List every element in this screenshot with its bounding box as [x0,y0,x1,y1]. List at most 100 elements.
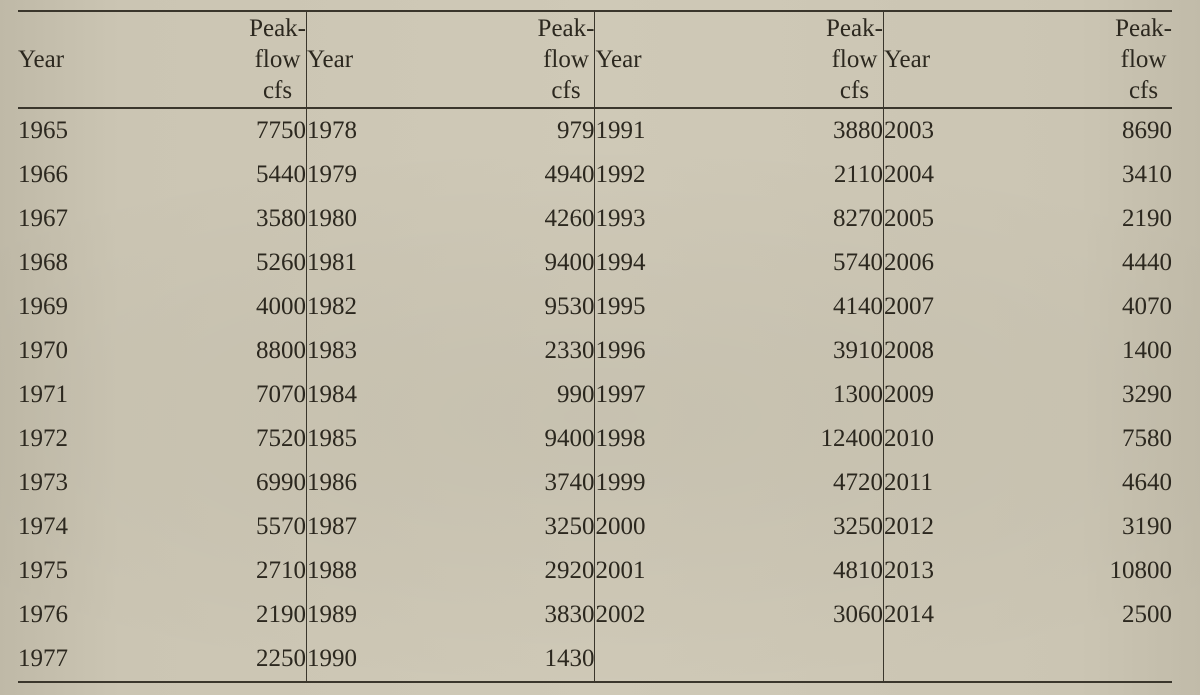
table-row: 1971707019849901997130020093290 [18,373,1172,417]
cell-flow: 4070 [999,285,1172,329]
cell-flow: 7580 [999,417,1172,461]
cell-year: 1965 [18,108,133,153]
table-row: 19762190198938302002306020142500 [18,593,1172,637]
cell-year: 2002 [595,593,710,637]
flow-head-1-line1: Peak- [249,15,306,42]
cell-flow: 2330 [422,329,595,373]
cell-year: 1978 [306,108,421,153]
cell-flow: 3830 [422,593,595,637]
cell-flow: 9400 [422,241,595,285]
cell-flow: 3060 [710,593,883,637]
flow-head-1-line3: cfs [263,77,292,104]
col-header-flow-2: Peak- flow cfs [422,12,595,108]
flow-head-2-line3: cfs [551,77,580,104]
cell-flow: 3250 [422,505,595,549]
cell-year: 2003 [883,108,998,153]
cell-flow: 4720 [710,461,883,505]
cell-year: 2000 [595,505,710,549]
cell-flow: 6990 [133,461,306,505]
flow-head-3-line2: flow [832,46,878,73]
cell-flow: 5570 [133,505,306,549]
cell-flow: 8270 [710,197,883,241]
cell-flow: 1300 [710,373,883,417]
col-header-year-2: Year [306,12,421,108]
cell-year: 1985 [306,417,421,461]
peak-flow-table: Year Peak- flow cfs Year Peak- flow cfs … [18,10,1172,683]
table-row: 19736990198637401999472020114640 [18,461,1172,505]
table-row: 19745570198732502000325020123190 [18,505,1172,549]
cell-flow: 979 [422,108,595,153]
table-row: 197527101988292020014810201310800 [18,549,1172,593]
cell-flow: 7070 [133,373,306,417]
cell-flow: 4260 [422,197,595,241]
cell-year: 1992 [595,153,710,197]
cell-year: 2013 [883,549,998,593]
cell-year: 2011 [883,461,998,505]
cell-flow: 4000 [133,285,306,329]
cell-flow: 3250 [710,505,883,549]
cell-year: 1977 [18,637,133,682]
table-row: 19694000198295301995414020074070 [18,285,1172,329]
cell-flow: 10800 [999,549,1172,593]
cell-year: 2006 [883,241,998,285]
cell-flow: 7750 [133,108,306,153]
cell-flow: 2250 [133,637,306,682]
cell-flow: 4440 [999,241,1172,285]
flow-head-3-line3: cfs [840,77,869,104]
cell-year: 2007 [883,285,998,329]
cell-flow: 5260 [133,241,306,285]
cell-year [883,637,998,682]
cell-year: 1993 [595,197,710,241]
cell-year: 1968 [18,241,133,285]
cell-year [595,637,710,682]
flow-head-2-line2: flow [543,46,589,73]
peak-flow-table-body: 1965775019789791991388020038690196654401… [18,108,1172,682]
cell-year: 1998 [595,417,710,461]
cell-year: 1974 [18,505,133,549]
cell-flow: 8800 [133,329,306,373]
cell-year: 1966 [18,153,133,197]
table-row: 19665440197949401992211020043410 [18,153,1172,197]
cell-year: 1997 [595,373,710,417]
cell-year: 1979 [306,153,421,197]
cell-flow: 4940 [422,153,595,197]
cell-year: 2008 [883,329,998,373]
cell-year: 1994 [595,241,710,285]
cell-year: 1996 [595,329,710,373]
col-header-year-4: Year [883,12,998,108]
cell-flow: 2500 [999,593,1172,637]
cell-flow: 990 [422,373,595,417]
cell-flow: 3910 [710,329,883,373]
col-header-flow-3: Peak- flow cfs [710,12,883,108]
cell-flow: 8690 [999,108,1172,153]
cell-flow: 5740 [710,241,883,285]
cell-year: 1991 [595,108,710,153]
cell-year: 2009 [883,373,998,417]
cell-year: 1988 [306,549,421,593]
cell-year: 1976 [18,593,133,637]
cell-flow: 5440 [133,153,306,197]
cell-flow: 9530 [422,285,595,329]
table-row: 1977225019901430 [18,637,1172,682]
cell-year: 1972 [18,417,133,461]
col-header-flow-1: Peak- flow cfs [133,12,306,108]
cell-flow: 3580 [133,197,306,241]
cell-year: 2001 [595,549,710,593]
cell-flow: 2110 [710,153,883,197]
table-row: 19685260198194001994574020064440 [18,241,1172,285]
cell-flow: 3740 [422,461,595,505]
table-row: 1965775019789791991388020038690 [18,108,1172,153]
cell-flow: 12400 [710,417,883,461]
cell-year: 2012 [883,505,998,549]
cell-year: 2005 [883,197,998,241]
cell-flow: 4810 [710,549,883,593]
cell-flow [999,637,1172,682]
cell-year: 1971 [18,373,133,417]
cell-year: 1970 [18,329,133,373]
col-header-year-1: Year [18,12,133,108]
cell-flow: 1400 [999,329,1172,373]
cell-year: 1990 [306,637,421,682]
cell-flow: 4140 [710,285,883,329]
table-row: 19673580198042601993827020052190 [18,197,1172,241]
table-row: 19708800198323301996391020081400 [18,329,1172,373]
